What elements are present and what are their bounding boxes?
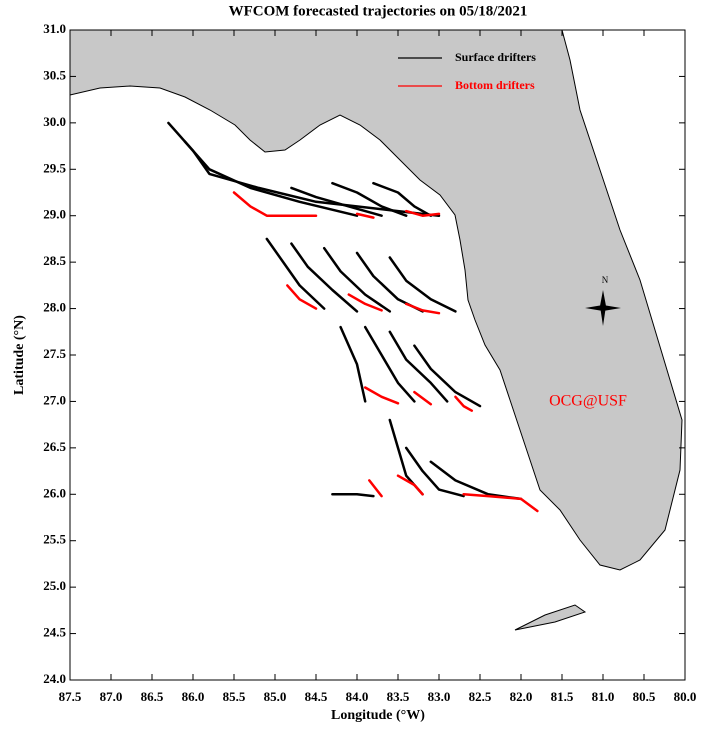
x-tick-label: 84.0: [346, 689, 369, 704]
trajectory: [363, 325, 416, 403]
trajectory: [232, 191, 318, 217]
trajectory: [388, 256, 457, 313]
axes: 87.5 87.0 86.5 86.0 85.5 85.0 84.5 84.0 83.5 83.0…: [43, 21, 696, 704]
y-axis-title: Latitude (°N): [12, 315, 27, 395]
trajectory: [355, 212, 375, 219]
x-tick-label: 87.5: [59, 689, 82, 704]
x-tick-label: 81.5: [551, 689, 574, 704]
x-tick-label: 83.5: [387, 689, 410, 704]
trajectory: [331, 181, 408, 217]
x-tick-label: 85.5: [223, 689, 246, 704]
keys: [514, 604, 587, 631]
x-tick-label: 80.5: [633, 689, 656, 704]
x-tick-label: 82.5: [469, 689, 492, 704]
chart-title: WFCOM forecasted trajectories on 05/18/2…: [229, 3, 528, 19]
legend: Surface drifters Bottom drifters: [398, 50, 536, 92]
trajectory: [322, 246, 392, 313]
trajectory: [368, 479, 383, 498]
trajectory: [331, 493, 375, 498]
y-tick-label: 26.0: [43, 485, 66, 500]
y-tick-label: 25.0: [43, 578, 66, 593]
annotation: OCG@USF: [549, 393, 627, 410]
trajectory: [454, 395, 474, 412]
y-tick-label: 25.5: [43, 532, 66, 547]
x-axis-title: Longitude (°W): [331, 708, 425, 723]
x-tick-label: 82.0: [510, 689, 533, 704]
trajectory: [404, 302, 441, 315]
x-tick-label: 86.5: [141, 689, 164, 704]
trajectory: [396, 474, 424, 496]
trajectory: [413, 390, 433, 406]
trajectory: [339, 325, 367, 403]
x-tick-label: 87.0: [100, 689, 123, 704]
trajectory: [363, 386, 400, 405]
y-tick-label: 27.5: [43, 346, 66, 361]
trajectory: [372, 181, 433, 217]
trajectory: [413, 344, 482, 408]
y-tick-label: 28.5: [43, 253, 66, 268]
x-tick-label: 81.0: [592, 689, 615, 704]
tracks: [167, 121, 539, 513]
y-tick-label: 31.0: [43, 21, 66, 36]
legend-label: Surface drifters: [455, 50, 536, 64]
y-tick-label: 26.5: [43, 439, 66, 454]
land: [69, 29, 683, 571]
compass-label: N: [602, 275, 609, 285]
trajectory: [462, 493, 539, 513]
trajectory: [347, 293, 383, 312]
legend-label: Bottom drifters: [455, 78, 535, 92]
y-tick-label: 29.5: [43, 160, 66, 175]
y-tick-label: 28.0: [43, 300, 66, 315]
x-tick-label: 85.0: [264, 689, 287, 704]
trajectory: [265, 237, 326, 310]
trajectory: [404, 446, 465, 498]
compass: N: [585, 275, 621, 326]
trajectory: [290, 242, 359, 313]
trajectory: [286, 284, 318, 310]
trajectory: [404, 209, 441, 217]
y-tick-label: 24.0: [43, 671, 66, 686]
trajectory: [388, 330, 449, 403]
x-tick-label: 80.0: [674, 689, 697, 704]
y-tick-label: 30.5: [43, 67, 66, 82]
y-tick-label: 24.5: [43, 625, 66, 640]
y-tick-label: 29.0: [43, 207, 66, 222]
trajectory: [183, 140, 359, 217]
x-tick-label: 83.0: [428, 689, 451, 704]
frame: [69, 29, 686, 681]
x-tick-label: 84.5: [305, 689, 328, 704]
y-tick-label: 30.0: [43, 114, 66, 129]
x-tick-label: 86.0: [182, 689, 205, 704]
y-tick-label: 27.0: [43, 392, 66, 407]
trajectory: [290, 186, 383, 217]
